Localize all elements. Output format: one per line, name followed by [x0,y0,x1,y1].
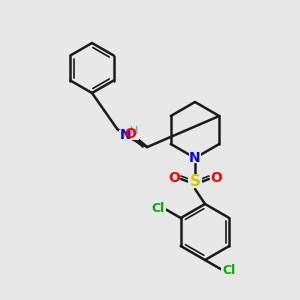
FancyBboxPatch shape [128,130,140,140]
FancyBboxPatch shape [119,130,131,140]
Text: N: N [119,128,131,142]
Text: N: N [189,151,201,165]
FancyBboxPatch shape [189,153,201,163]
Text: H: H [130,126,138,136]
Text: O: O [124,128,136,142]
FancyBboxPatch shape [168,173,180,183]
Text: Cl: Cl [222,265,236,278]
FancyBboxPatch shape [150,203,167,213]
FancyBboxPatch shape [221,266,237,276]
FancyBboxPatch shape [188,176,202,188]
Text: S: S [190,175,200,190]
FancyBboxPatch shape [210,173,222,183]
Text: O: O [210,171,222,185]
Text: Cl: Cl [152,202,165,214]
Text: O: O [168,171,180,185]
